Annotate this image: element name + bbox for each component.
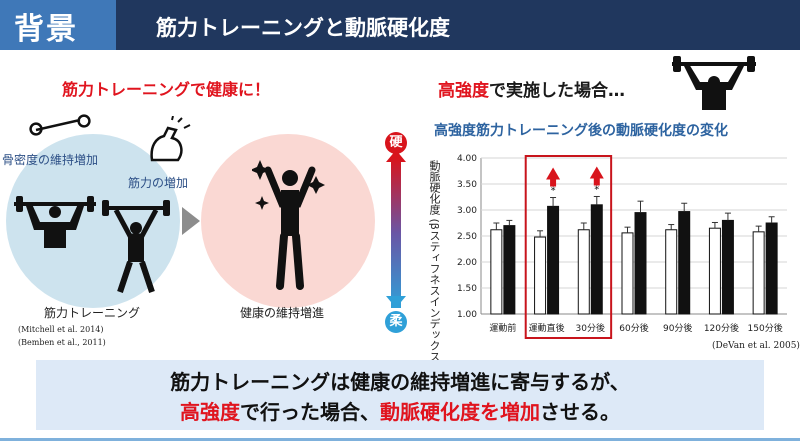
increase-arrow-stem xyxy=(550,178,557,187)
summary-hl-stiffness: 動脈硬化度を増加 xyxy=(380,400,540,424)
footer-line xyxy=(0,438,800,441)
reference-bemben: (Bemben et al., 2011) xyxy=(18,338,106,347)
y-tick-label: 3.00 xyxy=(457,206,477,216)
bar xyxy=(765,222,778,315)
chart-bars: * * xyxy=(490,155,778,339)
x-tick-label: 90分後 xyxy=(663,322,692,334)
stiff-badge: 硬 xyxy=(385,132,407,154)
muscle-gain-label: 筋力の増加 xyxy=(128,176,189,190)
y-tick-label: 1.50 xyxy=(457,284,477,294)
summary-line-1: 筋力トレーニングは健康の維持増進に寄与するが、 xyxy=(170,370,630,394)
bar xyxy=(708,227,721,315)
reference-mitchell: (Mitchell et al. 2014) xyxy=(18,325,104,334)
section-label: 背景 xyxy=(14,12,78,47)
health-label: 健康の維持増進 xyxy=(240,306,325,320)
summary-box xyxy=(36,360,764,430)
bar xyxy=(490,229,503,315)
bar xyxy=(665,229,678,315)
bone-icon xyxy=(29,114,91,136)
arrow-right-icon xyxy=(182,207,200,235)
y-axis-title: 動脈硬化度 (βスティフネスインデックス) (U) xyxy=(428,160,441,387)
bar xyxy=(577,229,590,315)
right-heading: 高強度で実施した場合… xyxy=(438,76,625,101)
summary-text-a: で行った場合、 xyxy=(240,400,380,424)
bar xyxy=(503,225,516,315)
y-tick-label: 1.00 xyxy=(457,310,477,320)
bar xyxy=(590,204,603,315)
left-heading: 筋力トレーニングで健康に！ xyxy=(62,80,271,99)
stiffness-gauge xyxy=(391,158,401,308)
weightlifter-icon xyxy=(672,56,756,110)
x-tick-label: 120分後 xyxy=(704,322,739,334)
increase-arrow-icon xyxy=(589,166,604,179)
chart-citation: (DeVan et al. 2005) xyxy=(712,341,800,351)
flexed-arm-icon xyxy=(150,116,191,162)
bone-density-label: 骨密度の維持増加 xyxy=(2,153,99,167)
section-tab: 背景 xyxy=(0,0,116,50)
slide-title: 筋力トレーニングと動脈硬化度 xyxy=(156,16,450,40)
barbell-lifter-icon xyxy=(102,200,170,293)
y-axis-grid: 1.00 1.50 2.00 2.50 3.00 3.50 4.00 xyxy=(457,154,787,320)
summary-hl-intensity: 高強度 xyxy=(180,400,240,424)
significance-marker: * xyxy=(551,186,556,197)
x-axis-labels: 運動前 運動直後 30分後 60分後 90分後 120分後 150分後 xyxy=(489,322,782,334)
weightlifter-icon xyxy=(14,196,96,248)
right-heading-rest: で実施した場合… xyxy=(489,81,625,101)
y-tick-label: 4.00 xyxy=(457,154,477,164)
bar xyxy=(547,205,560,315)
x-tick-label: 60分後 xyxy=(619,322,648,334)
bar xyxy=(721,219,734,315)
chart-title: 高強度筋力トレーニング後の動脈硬化度の変化 xyxy=(434,123,728,139)
x-tick-label: 30分後 xyxy=(576,322,605,334)
summary-line-2: 高強度で行った場合、動脈硬化度を増加させる。 xyxy=(36,396,764,425)
header-bar: 背景 筋力トレーニングと動脈硬化度 xyxy=(0,0,800,50)
y-tick-label: 2.00 xyxy=(457,258,477,268)
significance-marker: * xyxy=(594,184,599,195)
bar xyxy=(634,212,647,315)
training-label: 筋力トレーニング xyxy=(44,306,141,320)
right-heading-highlight: 高強度 xyxy=(438,81,489,101)
bar xyxy=(621,232,634,315)
y-tick-label: 2.50 xyxy=(457,232,477,242)
highlight-box xyxy=(524,155,613,339)
x-tick-label: 運動前 xyxy=(489,322,516,334)
bar xyxy=(752,231,765,315)
x-tick-label: 150分後 xyxy=(748,322,783,334)
soft-badge: 柔 xyxy=(385,311,407,333)
bar xyxy=(678,211,691,315)
bar xyxy=(534,236,547,315)
x-tick-label: 運動直後 xyxy=(529,322,565,334)
celebrating-person-icon xyxy=(252,160,325,290)
y-tick-label: 3.50 xyxy=(457,180,477,190)
increase-arrow-icon xyxy=(546,167,561,180)
stiffness-bar-chart: 1.001.502.002.503.003.504.00 * * 運動前 運動直後 3… xyxy=(457,154,787,339)
gauge-arrow-down-icon xyxy=(386,296,406,308)
summary-text-b: させる。 xyxy=(540,400,620,424)
increase-arrow-stem xyxy=(593,177,600,186)
